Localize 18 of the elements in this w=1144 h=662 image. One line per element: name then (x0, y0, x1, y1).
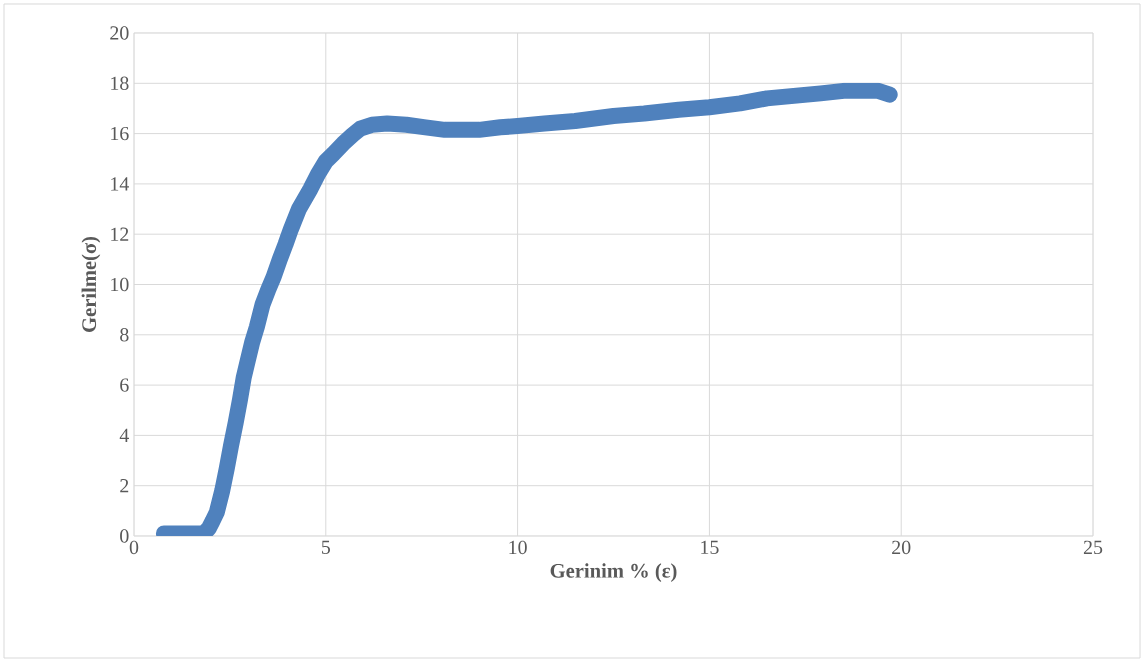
x-tick-label: 20 (892, 540, 911, 555)
y-tick-label: 8 (120, 328, 129, 342)
y-tick-label: 6 (120, 378, 129, 392)
x-tick-label: 10 (509, 540, 527, 555)
x-axis-title: Gerinim % (ε) (550, 563, 677, 582)
y-tick-label: 4 (119, 428, 129, 442)
x-tick-label: 15 (701, 540, 719, 555)
y-tick-label: 16 (111, 126, 129, 141)
y-tick-label: 2 (120, 479, 129, 493)
y-tick-label: 20 (110, 26, 129, 40)
x-tick-label: 25 (1083, 540, 1103, 555)
y-tick-label: 0 (120, 529, 129, 543)
y-tick-label: 10 (111, 277, 129, 292)
y-tick-label: 14 (111, 177, 129, 191)
y-tick-label: 12 (111, 227, 129, 241)
x-tick-label: 5 (321, 540, 331, 554)
y-tick-label: 18 (111, 76, 129, 91)
y-axis-title: Gerilme(σ) (81, 236, 101, 332)
